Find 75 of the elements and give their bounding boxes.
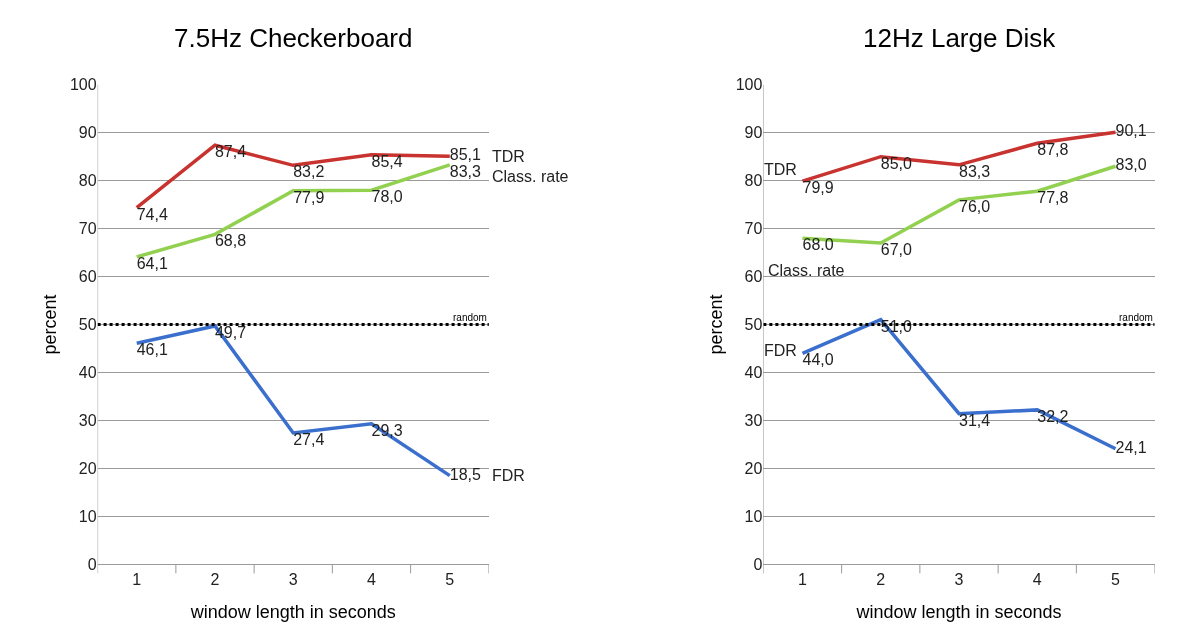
y-tick-label: 70 bbox=[78, 220, 97, 238]
data-label: 18,5 bbox=[449, 465, 481, 483]
data-label: 31,4 bbox=[959, 411, 991, 429]
y-axis-title: percent bbox=[40, 294, 61, 355]
data-label: 74,4 bbox=[136, 205, 168, 223]
x-axis-title: window length in seconds bbox=[855, 601, 1062, 622]
x-tick-label: 2 bbox=[876, 570, 886, 588]
data-label: 83,3 bbox=[959, 162, 991, 180]
series-label: Class. rate bbox=[768, 262, 845, 279]
x-tick-label: 1 bbox=[798, 570, 808, 588]
x-tick-label: 5 bbox=[445, 570, 455, 588]
data-label: 64,1 bbox=[136, 254, 168, 272]
y-tick-label: 40 bbox=[744, 364, 763, 382]
data-label: 68.0 bbox=[802, 236, 834, 254]
data-label: 44,0 bbox=[802, 351, 834, 369]
ref-line-label: random bbox=[1119, 312, 1153, 323]
data-label: 83,3 bbox=[449, 162, 481, 180]
y-tick-label: 80 bbox=[744, 172, 763, 190]
ref-line-label: random bbox=[453, 312, 487, 323]
data-label: 85,4 bbox=[371, 152, 403, 170]
x-tick-label: 2 bbox=[210, 570, 220, 588]
series-label: FDR bbox=[764, 342, 797, 359]
data-label: 85,1 bbox=[449, 146, 481, 164]
y-tick-label: 60 bbox=[78, 268, 97, 286]
data-label: 77,8 bbox=[1037, 189, 1069, 207]
y-tick-label: 70 bbox=[744, 220, 763, 238]
y-tick-label: 0 bbox=[87, 555, 97, 573]
data-label: 83,2 bbox=[293, 163, 325, 181]
data-label: 85,0 bbox=[880, 154, 912, 172]
x-tick-label: 5 bbox=[1111, 570, 1121, 588]
data-label: 78,0 bbox=[371, 188, 403, 206]
y-tick-label: 0 bbox=[753, 555, 763, 573]
data-label: 76,0 bbox=[959, 197, 991, 215]
data-label: 46,1 bbox=[136, 341, 168, 359]
y-tick-label: 10 bbox=[78, 507, 97, 525]
line-series bbox=[134, 143, 452, 210]
y-tick-label: 80 bbox=[78, 172, 97, 190]
y-tick-label: 50 bbox=[744, 316, 763, 334]
x-axis-title: window length in seconds bbox=[189, 601, 396, 622]
y-tick-label: 30 bbox=[744, 412, 763, 430]
data-label: 79,9 bbox=[802, 179, 834, 197]
data-label: 77,9 bbox=[293, 188, 325, 206]
text: TDR bbox=[492, 148, 525, 165]
x-tick-label: 1 bbox=[132, 570, 142, 588]
line-series bbox=[800, 317, 1118, 451]
y-tick-label: 90 bbox=[78, 124, 97, 142]
data-label: 90,1 bbox=[1115, 122, 1147, 140]
text: Class. rate bbox=[492, 168, 569, 185]
y-tick-label: 100 bbox=[735, 76, 763, 94]
data-label: 67,0 bbox=[880, 241, 912, 259]
y-tick-label: 20 bbox=[78, 459, 97, 477]
line-series bbox=[800, 130, 1118, 183]
text: FDR bbox=[492, 467, 525, 484]
line-series bbox=[134, 324, 452, 478]
y-tick-label: 60 bbox=[744, 268, 763, 286]
chart-title: 12Hz Large Disk bbox=[863, 23, 1057, 53]
x-tick-label: 4 bbox=[367, 570, 377, 588]
data-label: 87,8 bbox=[1037, 141, 1069, 159]
data-label: 27,4 bbox=[293, 430, 325, 448]
y-tick-label: 20 bbox=[744, 459, 763, 477]
x-tick-label: 3 bbox=[288, 570, 298, 588]
chart-title: 7.5Hz Checkerboard bbox=[174, 23, 413, 53]
y-tick-label: 10 bbox=[744, 507, 763, 525]
y-tick-label: 50 bbox=[78, 316, 97, 334]
y-tick-label: 90 bbox=[744, 124, 763, 142]
y-tick-label: 100 bbox=[69, 76, 97, 94]
y-tick-label: 40 bbox=[78, 364, 97, 382]
data-label: 68,8 bbox=[214, 232, 247, 250]
data-label: 24,1 bbox=[1115, 438, 1147, 456]
x-tick-label: 4 bbox=[1032, 570, 1042, 588]
y-axis-title: percent bbox=[705, 294, 726, 355]
y-tick-label: 30 bbox=[78, 412, 97, 430]
x-tick-label: 3 bbox=[954, 570, 964, 588]
data-label: 83,0 bbox=[1115, 156, 1147, 174]
series-label: TDR bbox=[764, 161, 797, 178]
